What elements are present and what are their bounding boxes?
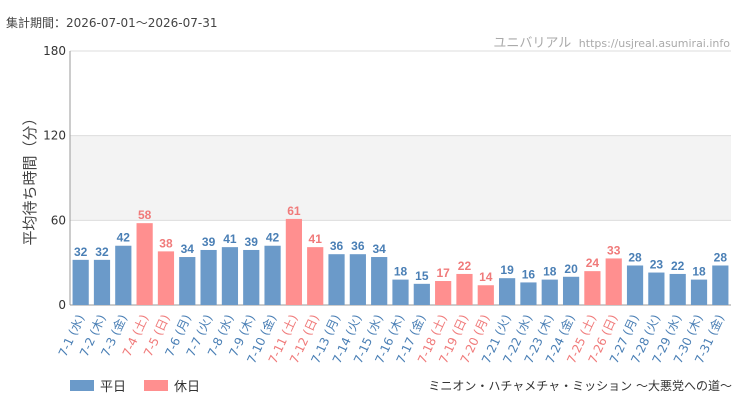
legend-item-holiday[interactable]: 休日: [144, 376, 200, 395]
bar: [200, 249, 217, 305]
bar-value-label: 18: [543, 265, 557, 279]
bar-value-label: 42: [117, 231, 131, 245]
bar: [264, 245, 281, 305]
bar: [541, 279, 558, 305]
bar-value-label: 22: [671, 259, 685, 273]
bar-value-label: 36: [330, 239, 344, 253]
bar: [413, 283, 430, 305]
y-tick-label: 60: [51, 213, 66, 227]
bar: [605, 258, 622, 305]
bar: [179, 257, 196, 305]
bar: [435, 281, 452, 305]
y-axis-title: 平均待ち時間（分）: [21, 110, 39, 245]
bar: [115, 245, 132, 305]
bar-value-label: 32: [95, 245, 109, 259]
attraction-title: ミニオン・ハチャメチャ・ミッション ～大悪党への道～: [428, 379, 732, 393]
bar: [690, 279, 708, 305]
bar: [477, 285, 494, 305]
bar: [456, 273, 473, 305]
legend-swatch-weekday: [70, 380, 94, 391]
site-name: ユニバリアル: [493, 36, 572, 51]
bar-value-label: 42: [266, 231, 280, 245]
legend-label-holiday: 休日: [174, 380, 201, 395]
bar-value-label: 22: [458, 259, 472, 273]
bar: [157, 251, 175, 305]
bar-value-label: 32: [74, 245, 88, 259]
bar: [72, 259, 89, 305]
grid-band: [70, 135, 731, 221]
legend-item-weekday[interactable]: 平日: [70, 376, 126, 395]
legend: 平日 休日: [70, 376, 218, 395]
legend-label-weekday: 平日: [100, 380, 127, 395]
bar: [136, 223, 153, 305]
bar-value-label: 33: [607, 243, 621, 257]
bar-value-label: 58: [138, 208, 152, 222]
bar: [499, 278, 516, 305]
bar: [520, 282, 537, 305]
bar-value-label: 61: [287, 204, 301, 218]
y-tick-label: 120: [43, 129, 66, 143]
bar: [93, 259, 111, 305]
bar-value-label: 18: [394, 265, 408, 279]
site-url: https://usjreal.asumirai.info: [578, 37, 730, 50]
bar: [584, 271, 601, 305]
bar: [392, 279, 409, 305]
bar: [221, 247, 239, 305]
bar: [562, 276, 580, 305]
period-label: 集計期間：2026-07-01～2026-07-31: [6, 16, 218, 30]
bar: [349, 254, 366, 305]
bar-value-label: 28: [714, 250, 728, 264]
bar: [307, 247, 324, 305]
site-credit: ユニバリアル https://usjreal.asumirai.info: [493, 32, 730, 51]
bar-value-label: 19: [500, 263, 514, 277]
legend-swatch-holiday: [144, 380, 169, 391]
bar: [243, 249, 260, 305]
bar-value-label: 28: [628, 250, 642, 264]
bar-value-label: 24: [586, 256, 600, 270]
bar: [712, 265, 729, 305]
bar: [328, 254, 345, 305]
bar: [626, 265, 644, 305]
bar-value-label: 41: [309, 232, 323, 246]
bar: [285, 218, 302, 305]
y-tick-label: 180: [43, 44, 66, 58]
bar: [371, 257, 388, 305]
y-tick-label: 0: [58, 298, 66, 312]
bar-value-label: 41: [223, 232, 237, 246]
bar-value-label: 39: [202, 235, 216, 249]
bar-value-label: 17: [436, 266, 450, 280]
bar-value-label: 18: [692, 265, 706, 279]
bar-value-label: 39: [245, 235, 259, 249]
bar-value-label: 15: [415, 269, 429, 283]
bar-value-label: 16: [522, 267, 536, 281]
bar-value-label: 34: [372, 242, 386, 256]
bar-value-label: 38: [159, 236, 173, 250]
bar: [669, 273, 686, 305]
bar-value-label: 20: [564, 262, 578, 276]
bar: [648, 272, 665, 305]
bar-value-label: 14: [479, 270, 493, 284]
bar-value-label: 36: [351, 239, 365, 253]
bar-value-label: 34: [181, 242, 195, 256]
bar-value-label: 23: [650, 258, 664, 272]
